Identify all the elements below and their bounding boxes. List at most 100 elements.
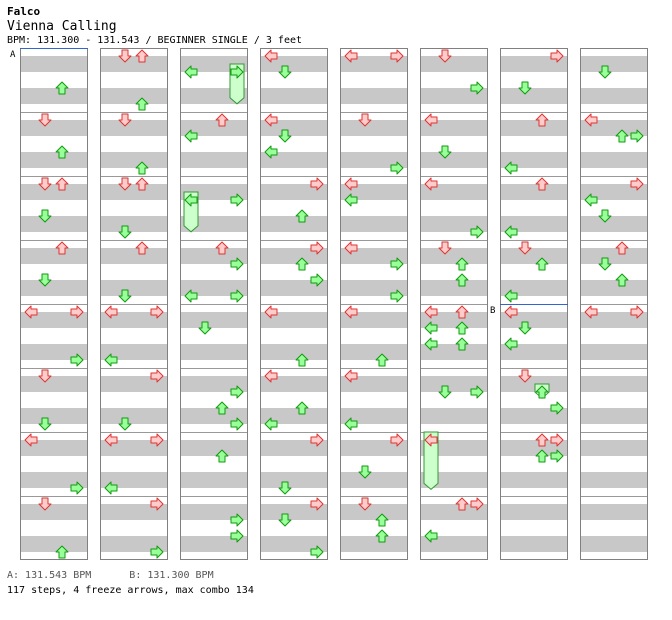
beat-stripe [100, 280, 168, 296]
beat-stripe [260, 312, 328, 328]
beat-stripe [340, 312, 408, 328]
beat-stripe [340, 344, 408, 360]
down-arrow [598, 257, 612, 271]
down-arrow [518, 241, 532, 255]
beat-stripe [500, 472, 568, 488]
up-arrow [535, 449, 549, 463]
beat-stripe [100, 344, 168, 360]
chart-column [340, 48, 408, 560]
up-arrow [535, 385, 549, 399]
song-title: Vienna Calling [7, 19, 117, 34]
beat-stripe [100, 376, 168, 392]
beat-stripe [580, 440, 648, 456]
left-arrow [424, 433, 438, 447]
beat-stripe [100, 536, 168, 552]
beat-stripe [180, 376, 248, 392]
down-arrow [118, 289, 132, 303]
up-arrow [295, 401, 309, 415]
beat-stripe [180, 280, 248, 296]
beat-stripe [260, 376, 328, 392]
left-arrow [104, 433, 118, 447]
right-arrow [390, 433, 404, 447]
column-border [340, 48, 408, 560]
beat-stripe [100, 216, 168, 232]
beat-stripe [500, 376, 568, 392]
chart-column [100, 48, 168, 560]
beat-stripe [580, 376, 648, 392]
right-arrow [550, 449, 564, 463]
beat-stripe [420, 216, 488, 232]
beat-stripe [420, 312, 488, 328]
beat-stripe [260, 120, 328, 136]
right-arrow [550, 433, 564, 447]
up-arrow [295, 209, 309, 223]
beat-stripe [180, 312, 248, 328]
beat-stripe [340, 280, 408, 296]
up-arrow [295, 353, 309, 367]
left-arrow [184, 129, 198, 143]
beat-stripe [20, 408, 88, 424]
freeze-arrow-body [423, 431, 439, 491]
beat-stripe [340, 504, 408, 520]
bpm-marker-label: B [490, 306, 495, 316]
beat-stripe [500, 440, 568, 456]
left-arrow [424, 305, 438, 319]
beat-stripe [260, 408, 328, 424]
down-arrow [518, 81, 532, 95]
beat-stripe [500, 408, 568, 424]
right-arrow [230, 65, 244, 79]
up-arrow [615, 129, 629, 143]
beat-stripe [100, 440, 168, 456]
left-arrow [264, 417, 278, 431]
beat-stripe [500, 120, 568, 136]
column-border [100, 48, 168, 560]
right-arrow [550, 49, 564, 63]
up-arrow [615, 241, 629, 255]
beat-stripe [260, 440, 328, 456]
right-arrow [230, 257, 244, 271]
left-arrow [344, 305, 358, 319]
up-arrow [455, 305, 469, 319]
beat-stripe [420, 536, 488, 552]
left-arrow [264, 369, 278, 383]
beat-stripe [20, 440, 88, 456]
up-arrow [55, 545, 69, 559]
beat-stripe [340, 376, 408, 392]
step-chart: AB [10, 48, 648, 560]
right-arrow [390, 289, 404, 303]
down-arrow [38, 209, 52, 223]
beat-stripe [20, 536, 88, 552]
beat-stripe [420, 184, 488, 200]
beat-stripe [180, 408, 248, 424]
right-arrow [230, 289, 244, 303]
chart-column [260, 48, 328, 560]
left-arrow [344, 193, 358, 207]
beat-stripe [180, 536, 248, 552]
column-border [580, 48, 648, 560]
beat-stripe [580, 280, 648, 296]
beat-stripe [340, 120, 408, 136]
up-arrow [455, 497, 469, 511]
beat-stripe [260, 88, 328, 104]
beat-stripe [20, 344, 88, 360]
beat-stripe [260, 56, 328, 72]
beat-stripe [580, 152, 648, 168]
beat-stripe [420, 56, 488, 72]
left-arrow [264, 113, 278, 127]
up-arrow [455, 273, 469, 287]
beat-stripe [340, 88, 408, 104]
right-arrow [230, 417, 244, 431]
left-arrow [264, 305, 278, 319]
up-arrow [215, 113, 229, 127]
left-arrow [504, 225, 518, 239]
beat-stripe [100, 152, 168, 168]
beat-stripe [420, 248, 488, 264]
beat-stripe [340, 440, 408, 456]
beat-stripe [580, 248, 648, 264]
right-arrow [70, 481, 84, 495]
left-arrow [184, 289, 198, 303]
down-arrow [118, 113, 132, 127]
down-arrow [278, 513, 292, 527]
bpm-b-label: B: 131.300 BPM [129, 570, 214, 581]
right-arrow [310, 545, 324, 559]
